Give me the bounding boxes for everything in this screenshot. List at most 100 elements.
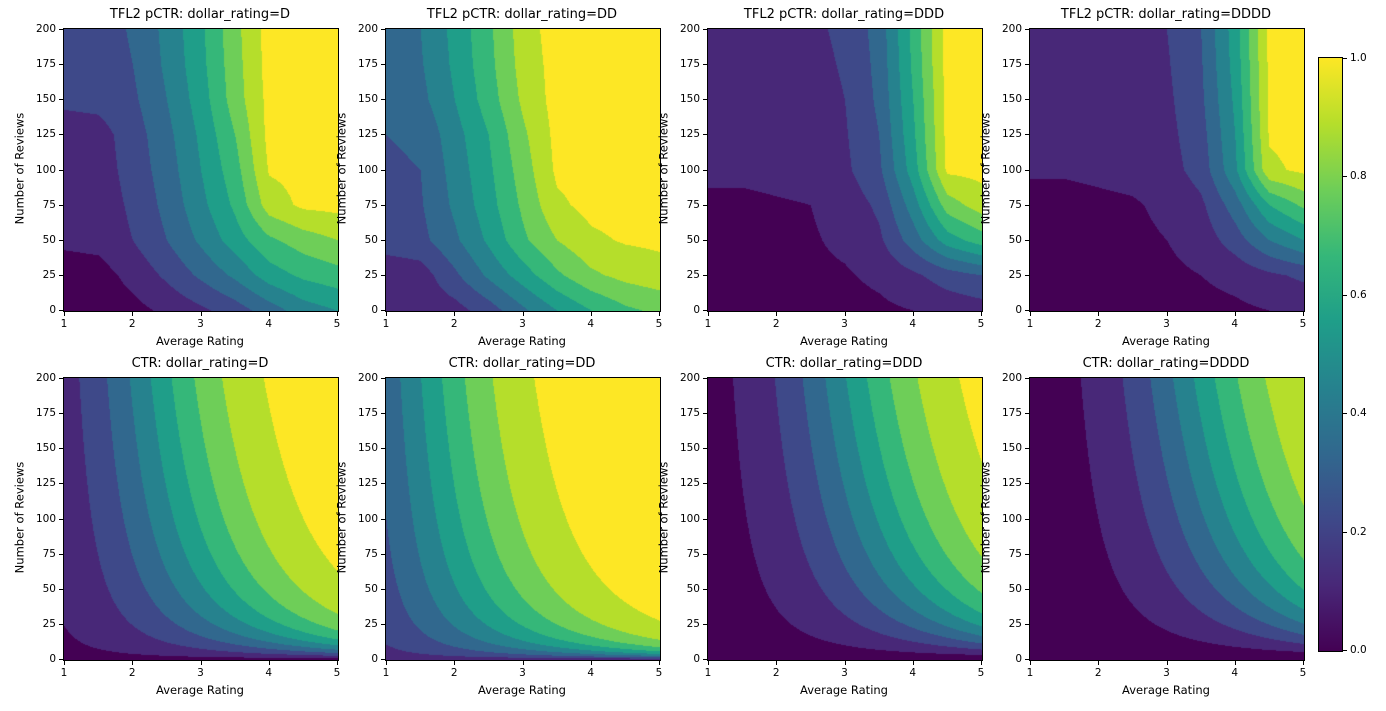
y-tick — [703, 64, 707, 66]
y-tick — [381, 413, 385, 415]
y-tick — [59, 623, 63, 625]
colorbar-tick-label: 1.0 — [1350, 52, 1367, 64]
x-axis-label: Average Rating — [156, 334, 244, 348]
y-tick-label: 0 — [1015, 304, 1022, 316]
contour-plot — [707, 28, 983, 312]
y-tick-label: 150 — [1001, 442, 1022, 455]
x-tick — [912, 661, 914, 665]
y-tick — [59, 310, 63, 311]
y-tick-label: 100 — [357, 163, 378, 176]
y-tick — [1025, 553, 1029, 555]
x-tick-label: 4 — [1231, 318, 1239, 330]
x-tick — [454, 661, 456, 665]
y-tick — [1025, 623, 1029, 625]
y-tick — [703, 204, 707, 206]
y-tick-label: 200 — [35, 372, 56, 384]
x-axis-label: Average Rating — [478, 683, 566, 697]
y-tick-label: 125 — [35, 477, 56, 490]
y-tick — [1025, 99, 1029, 101]
x-tick — [522, 661, 524, 665]
x-tick-label: 4 — [1231, 667, 1239, 679]
x-tick-label: 1 — [382, 318, 390, 330]
subplot-title: CTR: dollar_rating=D — [131, 356, 269, 371]
y-tick — [59, 588, 63, 590]
y-tick-label: 150 — [1001, 93, 1022, 106]
y-tick — [703, 310, 707, 311]
y-tick — [1025, 310, 1029, 311]
y-tick-label: 200 — [357, 372, 378, 384]
y-tick — [1025, 378, 1029, 379]
y-axis-label: Number of Reviews — [656, 461, 671, 574]
contour-plot — [385, 377, 661, 661]
x-tick-label: 2 — [128, 318, 136, 330]
x-tick-label: 5 — [1299, 667, 1307, 679]
y-tick-label: 100 — [1001, 163, 1022, 176]
x-tick — [132, 312, 134, 316]
y-tick-label: 200 — [679, 23, 700, 35]
x-tick-label: 3 — [1163, 318, 1170, 330]
y-tick — [59, 518, 63, 520]
x-tick — [708, 312, 709, 316]
colorbar-tick-label: 0.0 — [1350, 644, 1367, 656]
x-tick — [1303, 661, 1304, 665]
y-tick — [381, 134, 385, 136]
colorbar-tick-label: 0.2 — [1350, 525, 1367, 538]
y-axis-label: Number of Reviews — [12, 461, 27, 574]
y-tick-label: 175 — [35, 407, 56, 420]
x-tick — [981, 661, 982, 665]
colorbar-tick — [1343, 176, 1347, 178]
y-tick — [703, 483, 707, 485]
y-tick — [59, 483, 63, 485]
y-tick-label: 50 — [364, 233, 378, 246]
y-tick — [59, 134, 63, 136]
y-tick-label: 175 — [35, 58, 56, 71]
y-tick-label: 50 — [42, 233, 56, 246]
y-tick-label: 0 — [693, 304, 700, 316]
y-tick-label: 25 — [42, 268, 56, 281]
y-tick — [703, 29, 707, 30]
y-tick-label: 75 — [686, 198, 700, 211]
y-tick-label: 175 — [1001, 58, 1022, 71]
y-tick — [381, 99, 385, 101]
y-tick — [59, 99, 63, 101]
y-tick — [703, 99, 707, 101]
y-tick — [703, 169, 707, 171]
y-tick-label: 150 — [35, 93, 56, 106]
y-axis-label: Number of Reviews — [334, 461, 349, 574]
y-tick-label: 200 — [35, 23, 56, 35]
contour-plot — [707, 377, 983, 661]
y-tick — [381, 204, 385, 206]
y-tick-label: 175 — [1001, 407, 1022, 420]
y-tick — [1025, 169, 1029, 171]
x-tick-label: 3 — [519, 667, 526, 679]
x-tick-label: 2 — [1094, 667, 1102, 679]
colorbar-tick — [1343, 413, 1347, 415]
subplot-title: TFL2 pCTR: dollar_rating=D — [109, 7, 291, 22]
x-tick-label: 4 — [909, 667, 917, 679]
y-tick-label: 0 — [371, 304, 378, 316]
y-tick — [703, 378, 707, 379]
y-tick-label: 75 — [1008, 198, 1022, 211]
y-axis-label: Number of Reviews — [334, 112, 349, 225]
y-tick — [381, 623, 385, 625]
y-tick — [59, 169, 63, 171]
y-axis-label: Number of Reviews — [656, 112, 671, 225]
x-tick-label: 2 — [772, 667, 780, 679]
y-tick-label: 100 — [1001, 512, 1022, 525]
y-tick-label: 25 — [42, 617, 56, 630]
x-tick-label: 3 — [841, 318, 848, 330]
y-tick-label: 100 — [679, 512, 700, 525]
y-tick — [703, 239, 707, 241]
y-tick — [381, 518, 385, 520]
y-tick — [1025, 64, 1029, 66]
x-tick — [1234, 661, 1236, 665]
y-tick — [59, 413, 63, 415]
x-tick — [268, 312, 270, 316]
y-tick-label: 75 — [42, 198, 56, 211]
x-tick-label: 5 — [655, 318, 663, 330]
x-tick — [200, 661, 202, 665]
y-tick-label: 125 — [1001, 128, 1022, 141]
contour-plot — [385, 28, 661, 312]
y-tick — [381, 310, 385, 311]
y-axis-label: Number of Reviews — [978, 461, 993, 574]
